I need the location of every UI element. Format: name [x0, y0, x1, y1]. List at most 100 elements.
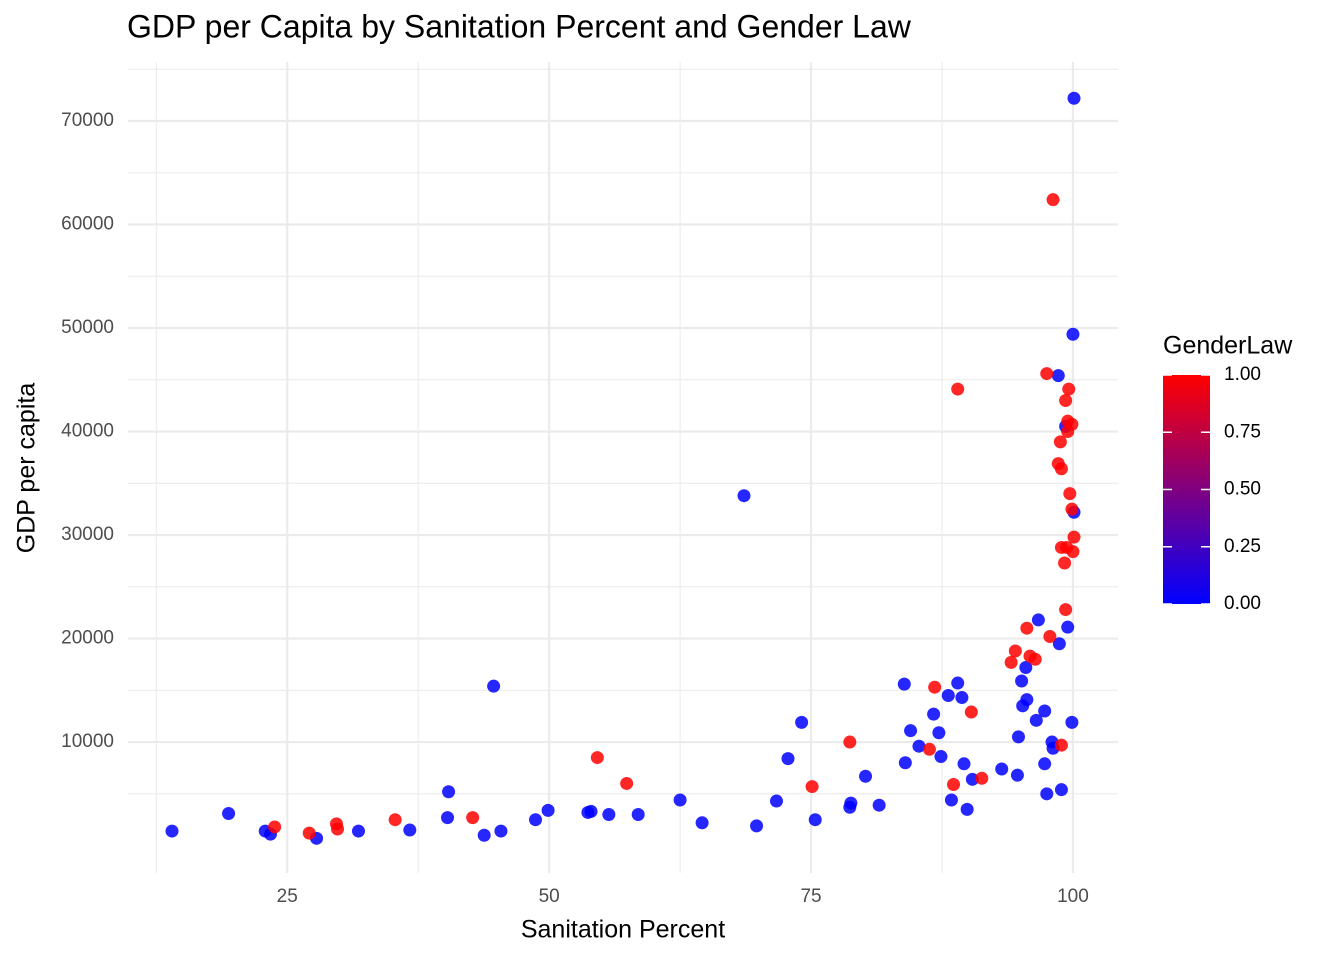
point: [960, 802, 974, 816]
point: [1008, 644, 1022, 658]
point: [1065, 715, 1079, 729]
point: [844, 796, 858, 810]
point: [165, 824, 179, 838]
x-tick-label: 50: [539, 886, 560, 907]
point: [1011, 730, 1025, 744]
point: [947, 777, 961, 791]
point: [795, 715, 809, 729]
point: [1028, 652, 1042, 666]
point: [843, 735, 857, 749]
y-tick-label: 40000: [61, 421, 114, 442]
point: [442, 785, 456, 799]
point: [897, 677, 911, 691]
x-tick-label: 100: [1057, 886, 1089, 907]
point: [1020, 693, 1034, 707]
point: [859, 769, 873, 783]
point: [403, 823, 417, 837]
point: [1019, 661, 1033, 675]
point: [1053, 435, 1067, 449]
point: [1063, 487, 1077, 501]
point: [331, 822, 345, 836]
point: [268, 820, 282, 834]
point: [302, 826, 316, 840]
point: [932, 726, 946, 740]
point: [912, 739, 926, 753]
point: [1029, 713, 1043, 727]
point: [1040, 367, 1054, 381]
y-tick-label: 20000: [61, 628, 114, 649]
x-tick-label: 25: [277, 886, 298, 907]
point: [1067, 530, 1081, 544]
point: [1067, 91, 1081, 105]
point: [951, 676, 965, 690]
point: [1010, 768, 1024, 782]
legend-label: 0.25: [1224, 536, 1261, 557]
point: [1062, 382, 1076, 396]
point: [781, 752, 795, 766]
point: [750, 819, 764, 833]
point: [477, 828, 491, 842]
x-tick-label: 75: [800, 886, 821, 907]
point: [898, 756, 912, 770]
point: [695, 816, 709, 830]
point: [222, 806, 236, 820]
legend-label: 1.00: [1224, 364, 1261, 385]
x-axis-title: Sanitation Percent: [521, 916, 725, 944]
y-tick-label: 60000: [61, 214, 114, 235]
point: [922, 742, 936, 756]
legend-label: 0.50: [1224, 479, 1261, 500]
point: [466, 811, 480, 825]
point: [1052, 637, 1066, 651]
point: [1020, 621, 1034, 635]
legend-title: GenderLaw: [1163, 332, 1293, 360]
point: [541, 803, 555, 817]
point: [904, 724, 918, 738]
point: [1054, 783, 1068, 797]
point: [1031, 613, 1045, 627]
point: [995, 762, 1009, 776]
point: [1051, 369, 1065, 383]
point: [927, 707, 941, 721]
point: [964, 705, 978, 719]
point: [1040, 787, 1054, 801]
point: [1054, 462, 1068, 476]
point: [1059, 393, 1073, 407]
point: [928, 680, 942, 694]
point: [602, 808, 616, 822]
point: [1066, 545, 1080, 559]
point: [1058, 556, 1072, 570]
point: [1004, 655, 1018, 669]
point: [769, 794, 783, 808]
y-tick-label: 30000: [61, 524, 114, 545]
y-tick-label: 70000: [61, 110, 114, 131]
chart-title: GDP per Capita by Sanitation Percent and…: [127, 8, 912, 44]
point: [737, 489, 751, 503]
point: [1065, 502, 1079, 516]
point: [1046, 193, 1060, 207]
point: [351, 824, 365, 838]
y-tick-label: 50000: [61, 317, 114, 338]
point: [944, 793, 958, 807]
point: [1065, 417, 1079, 431]
point: [673, 793, 687, 807]
point: [590, 751, 604, 765]
point: [808, 813, 822, 827]
legend-label: 0.75: [1224, 421, 1261, 442]
point: [941, 688, 955, 702]
y-tick-label: 10000: [61, 731, 114, 752]
point: [1015, 674, 1029, 688]
point: [965, 772, 979, 786]
point: [1038, 704, 1052, 718]
point: [805, 780, 819, 794]
point: [529, 813, 543, 827]
point: [1054, 738, 1068, 752]
point: [975, 771, 989, 785]
point: [951, 382, 965, 396]
point: [1059, 603, 1073, 617]
point: [584, 804, 598, 818]
point: [955, 691, 969, 705]
point: [487, 679, 501, 693]
point: [1061, 620, 1075, 634]
point: [631, 808, 645, 822]
